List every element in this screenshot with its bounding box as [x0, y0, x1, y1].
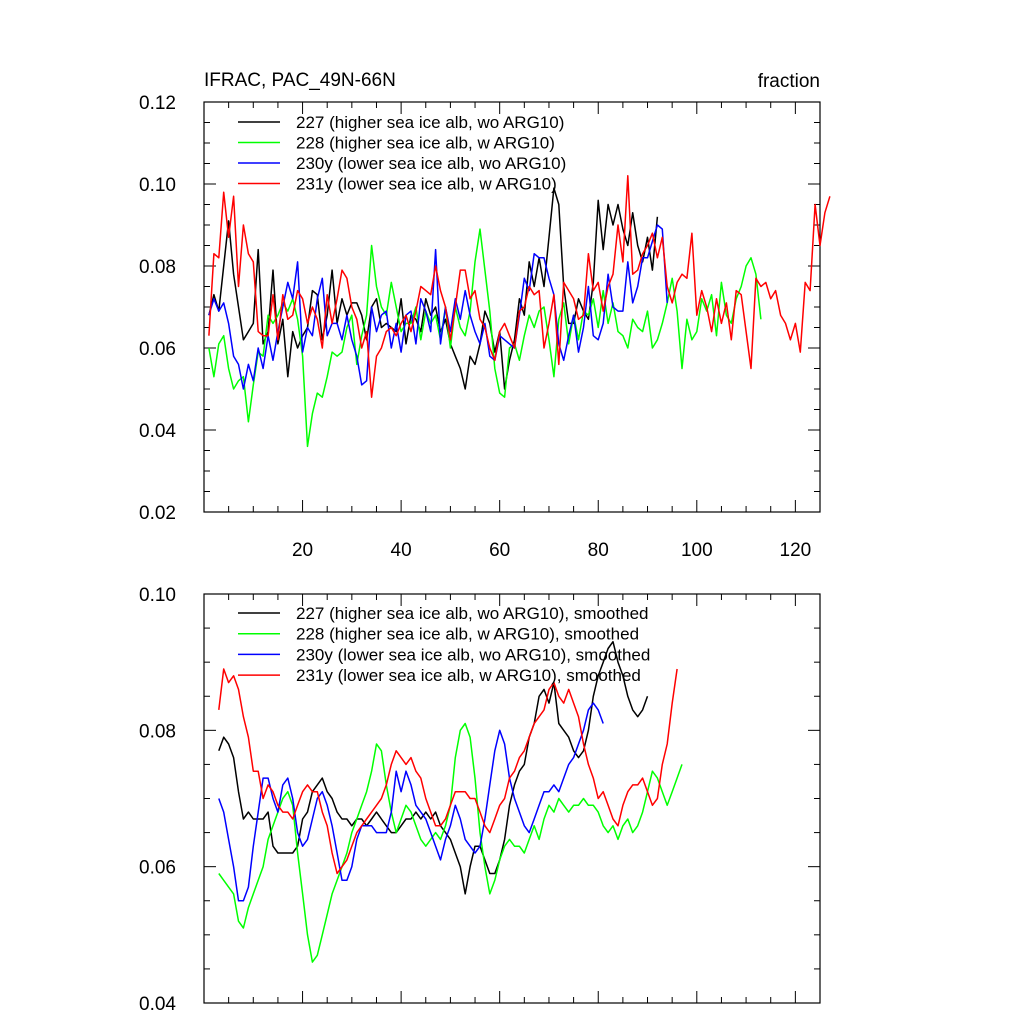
bottom-legend: 227 (higher sea ice alb, wo ARG10), smoo… — [238, 604, 650, 685]
y-tick-label: 0.06 — [139, 858, 176, 879]
y-tick-label: 0.02 — [139, 503, 176, 524]
y-tick-label: 0.08 — [139, 721, 176, 742]
legend-label: 227 (higher sea ice alb, wo ARG10) — [296, 113, 564, 132]
bottom-axes: 0.04 0.06 0.08 0.10 — [139, 585, 821, 1015]
y-tick-label: 0.08 — [139, 257, 176, 278]
top-series-lines — [208, 175, 831, 448]
top-legend: 227 (higher sea ice alb, wo ARG10) 228 (h… — [238, 113, 566, 194]
top-axes: 20 40 60 80 100 120 0.02 0.04 0.06 0.08 0.10 0.12 — [139, 93, 821, 561]
legend-label: 230y (lower sea ice alb, wo ARG10) — [296, 154, 566, 173]
legend-label: 227 (higher sea ice alb, wo ARG10), smoo… — [296, 604, 648, 623]
y-tick-label: 0.04 — [139, 994, 176, 1015]
series-line-bottom-2 — [218, 702, 604, 902]
y-tick-label: 0.10 — [139, 175, 176, 196]
x-tick-label: 60 — [489, 540, 510, 561]
x-tick-label: 80 — [588, 540, 609, 561]
y-tick-label: 0.06 — [139, 339, 176, 360]
legend-label: 228 (higher sea ice alb, w ARG10) — [296, 134, 555, 153]
x-tick-label: 40 — [391, 540, 412, 561]
x-tick-label: 20 — [292, 540, 313, 561]
legend-label: 230y (lower sea ice alb, wo ARG10), smoo… — [296, 645, 650, 664]
chart-title: IFRAC, PAC_49N-66N — [204, 70, 396, 91]
series-line-bottom-0 — [218, 640, 649, 895]
series-line-top-1 — [208, 228, 762, 448]
y-tick-label: 0.12 — [139, 93, 176, 114]
bottom-series-lines — [218, 640, 683, 963]
units-label: fraction — [758, 71, 820, 92]
legend-label: 228 (higher sea ice alb, w ARG10), smoot… — [296, 625, 639, 644]
top-chart-panel: IFRAC, PAC_49N-66N fraction 20 40 60 80 100 1… — [139, 70, 831, 561]
x-tick-label: 100 — [681, 540, 713, 561]
series-line-top-3 — [208, 175, 831, 398]
series-line-top-0 — [208, 187, 659, 390]
series-line-top-2 — [208, 224, 668, 390]
legend-label: 231y (lower sea ice alb, w ARG10), smoot… — [296, 666, 641, 685]
legend-label: 231y (lower sea ice alb, w ARG10) — [296, 175, 557, 194]
y-tick-label: 0.04 — [139, 421, 176, 442]
x-tick-label: 120 — [780, 540, 812, 561]
bottom-chart-panel: 0.04 0.06 0.08 0.10 227 (higher sea ice alb… — [139, 585, 821, 1015]
series-line-bottom-3 — [218, 668, 678, 875]
y-tick-label: 0.10 — [139, 585, 176, 606]
